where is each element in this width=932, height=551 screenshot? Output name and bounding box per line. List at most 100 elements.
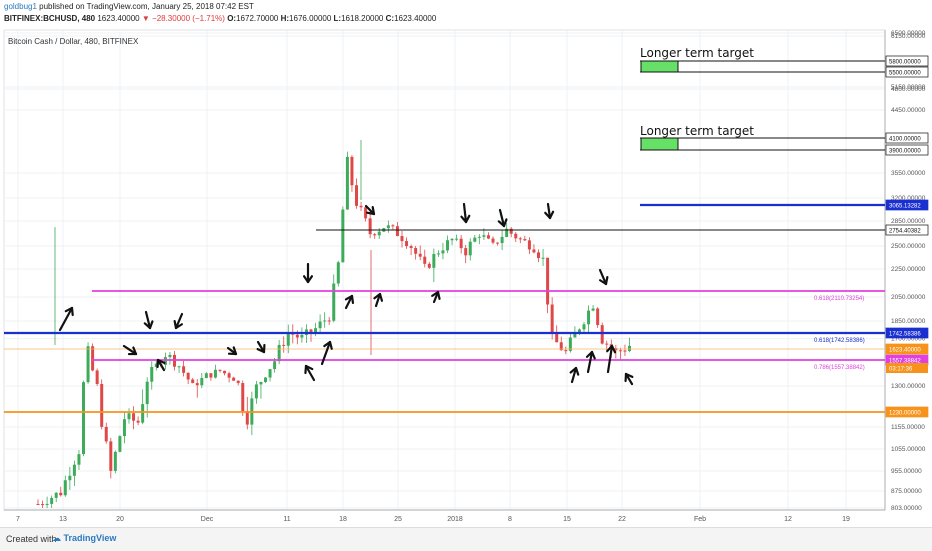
candle-body <box>269 369 272 377</box>
price-tag-5: 2754.40382 <box>889 229 921 235</box>
candle-body <box>87 346 90 382</box>
candle-body <box>546 258 549 305</box>
candle-body <box>469 242 472 256</box>
price-tag-6: 1742.58386 <box>889 332 921 338</box>
candle-body <box>623 351 626 352</box>
y-tick-label-11: 1850.00000 <box>891 318 926 325</box>
candle-body <box>460 239 463 248</box>
candle-body <box>314 328 317 332</box>
candle-body <box>46 504 49 505</box>
candle-body <box>551 305 554 333</box>
candle-body <box>182 366 185 373</box>
candle-body <box>514 234 517 239</box>
candle-body <box>328 320 331 321</box>
candle-body <box>446 240 449 250</box>
candle-body <box>50 498 53 504</box>
candle-body <box>510 229 513 234</box>
candle-body <box>200 378 203 385</box>
candle-body <box>605 344 608 345</box>
x-tick-label-6: 25 <box>394 516 402 523</box>
x-tick-label-2: 20 <box>116 516 124 523</box>
candle-body <box>146 382 149 404</box>
price-tag-4: 3065.13282 <box>889 204 921 210</box>
candle-body <box>278 345 281 361</box>
candle-body <box>391 225 394 226</box>
candle-body <box>132 413 135 420</box>
candle-body <box>114 452 117 471</box>
candle-body <box>410 246 413 248</box>
x-tick-label-7: 2018 <box>447 516 463 523</box>
candle-body <box>191 379 194 383</box>
fib-label-6: 0.618(1742.58386) <box>814 338 865 344</box>
candle-body <box>346 157 349 210</box>
target-box-upper <box>641 61 678 72</box>
candle-body <box>473 238 476 242</box>
candle-body <box>587 311 590 325</box>
y-tick-label-8: 2500.00000 <box>891 243 926 250</box>
candle-body <box>428 264 431 268</box>
candle-body <box>105 427 108 441</box>
price-tag-1: 5500.00000 <box>889 71 921 77</box>
candle-body <box>37 504 40 505</box>
candle-body <box>401 236 404 241</box>
candle-body <box>237 381 240 383</box>
candle-body <box>405 241 408 246</box>
candle-body <box>578 329 581 332</box>
x-tick-label-5: 18 <box>339 516 347 523</box>
y-tick-label-18: 803.00000 <box>891 505 922 512</box>
candle-body <box>241 383 244 411</box>
candle-body <box>619 350 622 351</box>
candle-body <box>437 253 440 254</box>
candle-body <box>300 335 303 338</box>
candle-body <box>592 309 595 311</box>
tradingview-logo[interactable]: ☁ TradingView <box>52 533 116 544</box>
x-tick-label-1: 13 <box>59 516 67 523</box>
x-tick-label-3: Dec <box>201 516 214 523</box>
candle-body <box>341 209 344 262</box>
candle-body <box>59 493 62 495</box>
candle-body <box>214 370 217 378</box>
candle-body <box>432 254 435 268</box>
y-tick-label-9: 2250.00000 <box>891 266 926 273</box>
y-tick-label-13: 1300.00000 <box>891 383 926 390</box>
x-tick-label-10: 22 <box>618 516 626 523</box>
candle-body <box>532 249 535 252</box>
candle-body <box>601 325 604 344</box>
y-tick-label-14: 1155.00000 <box>891 424 925 431</box>
candle-body <box>287 332 290 346</box>
candle-body <box>255 384 258 398</box>
candle-body <box>91 346 94 370</box>
x-tick-label-4: 11 <box>283 516 290 523</box>
candle-body <box>596 309 599 326</box>
candle-body <box>528 240 531 249</box>
x-tick-label-11: Feb <box>694 516 706 523</box>
candle-body <box>360 206 363 207</box>
candle-body <box>55 493 58 498</box>
candle-body <box>482 235 485 237</box>
target-annotation-1: Longer term target <box>640 124 754 138</box>
candle-body <box>232 378 235 381</box>
candle-body <box>109 441 112 471</box>
candle-body <box>128 413 131 419</box>
candle-body <box>537 252 540 258</box>
y-tick-label-16: 955.00000 <box>891 468 922 475</box>
candle-body <box>414 248 417 254</box>
candle-body <box>209 373 212 377</box>
price-tag-0: 5800.00000 <box>889 60 921 66</box>
countdown-label: 03:17:36 <box>889 367 913 373</box>
candle-body <box>373 234 376 235</box>
footer: Created with ☁ TradingView <box>0 527 932 551</box>
candle-body <box>196 383 199 385</box>
candle-body <box>419 254 422 257</box>
y-tick-label-3: 4800.00000 <box>891 86 926 93</box>
y-tick-label-15: 1055.00000 <box>891 446 926 453</box>
candle-body <box>523 239 526 240</box>
x-tick-label-0: 7 <box>16 516 20 523</box>
y-tick-label-5: 3550.00000 <box>891 170 926 177</box>
candle-body <box>264 378 267 382</box>
chart-title: Bitcoin Cash / Dollar, 480, BITFINEX <box>8 37 138 46</box>
price-tag-2: 4100.00000 <box>889 137 921 143</box>
candle-body <box>542 258 545 259</box>
candle-body <box>350 157 353 185</box>
